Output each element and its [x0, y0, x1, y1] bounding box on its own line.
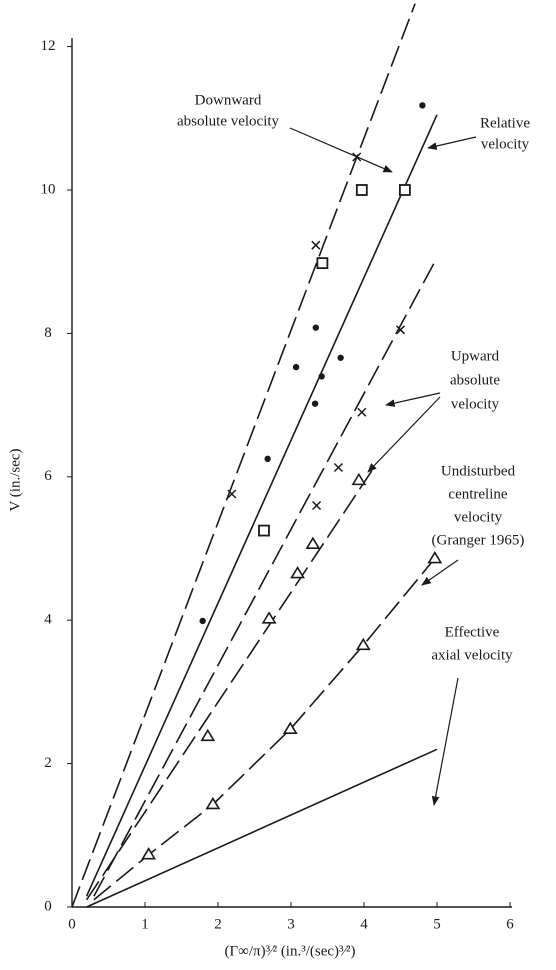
- square-marker: [316, 257, 329, 270]
- dot-marker: [311, 400, 319, 407]
- cross-marker: [357, 407, 367, 417]
- dot-marker: [264, 455, 271, 463]
- dot-marker: [292, 363, 300, 371]
- annotation-arrow: [421, 559, 459, 586]
- fit-line: [85, 465, 376, 901]
- annotation: velocity: [481, 136, 530, 152]
- y-tick-label: 10: [41, 181, 56, 197]
- annotation: axial velocity: [431, 647, 513, 663]
- annotation-arrow: [367, 396, 441, 473]
- square-marker: [398, 184, 411, 196]
- fit-line: [93, 557, 436, 901]
- fit-line: [71, 3, 416, 908]
- x-tick-label: 5: [433, 916, 441, 932]
- square-marker: [355, 184, 368, 196]
- dot-marker: [312, 324, 320, 331]
- annotation: absolute velocity: [177, 113, 280, 129]
- cross-marker: [312, 500, 322, 511]
- fit-line: [93, 261, 436, 897]
- x-tick-label: 6: [506, 916, 514, 932]
- triangle-marker: [427, 550, 443, 564]
- dot-marker: [318, 373, 325, 380]
- triangle-marker: [351, 472, 367, 486]
- annotation-arrow: [427, 136, 477, 150]
- triangle-marker: [141, 847, 157, 860]
- annotation: Upward: [451, 348, 500, 364]
- x-tick-label: 2: [214, 916, 222, 932]
- triangle-marker: [290, 566, 305, 579]
- cross-marker: [333, 462, 343, 473]
- fit-line: [86, 748, 438, 908]
- cross-marker: [311, 240, 321, 250]
- x-axis-label: (Γ∞/π)³⁄² (in.³/(sec)³⁄²): [224, 943, 355, 959]
- x-tick-label: 4: [360, 916, 368, 932]
- square-marker: [258, 524, 270, 537]
- triangle-marker: [200, 728, 216, 742]
- dot-marker: [337, 354, 344, 361]
- x-tick-label: 3: [287, 916, 295, 932]
- y-axis-label: V (in./sec): [7, 448, 23, 511]
- triangle-marker: [205, 796, 221, 810]
- annotation: (Granger 1965): [432, 532, 525, 548]
- y-tick-label: 2: [44, 755, 52, 771]
- annotation: velocity: [451, 396, 500, 412]
- triangle-marker: [261, 611, 277, 624]
- annotation: Effective: [445, 624, 500, 640]
- triangle-marker: [355, 637, 371, 651]
- annotation: velocity: [454, 509, 503, 525]
- y-tick-label: 8: [44, 325, 52, 341]
- triangle-marker: [282, 721, 298, 734]
- x-tick-label: 0: [68, 916, 76, 932]
- annotation: centreline: [448, 486, 507, 502]
- y-tick-label: 0: [44, 898, 52, 914]
- annotation: Downward: [195, 92, 262, 108]
- annotation: Relative: [480, 115, 530, 131]
- y-tick-label: 12: [41, 38, 56, 54]
- cross-marker: [395, 325, 406, 335]
- x-tick-label: 1: [141, 916, 149, 932]
- dot-marker: [199, 617, 206, 625]
- annotation-arrow: [431, 677, 459, 806]
- fit-line: [85, 114, 438, 897]
- y-tick-label: 4: [44, 612, 52, 628]
- annotation-arrow: [289, 127, 393, 173]
- y-tick-label: 6: [44, 468, 52, 484]
- annotation: absolute: [450, 372, 500, 388]
- triangle-marker: [305, 536, 321, 549]
- dot-marker: [419, 102, 426, 109]
- annotation-arrow: [385, 392, 441, 407]
- cross-marker: [227, 489, 237, 499]
- annotation: Undisturbed: [441, 463, 516, 479]
